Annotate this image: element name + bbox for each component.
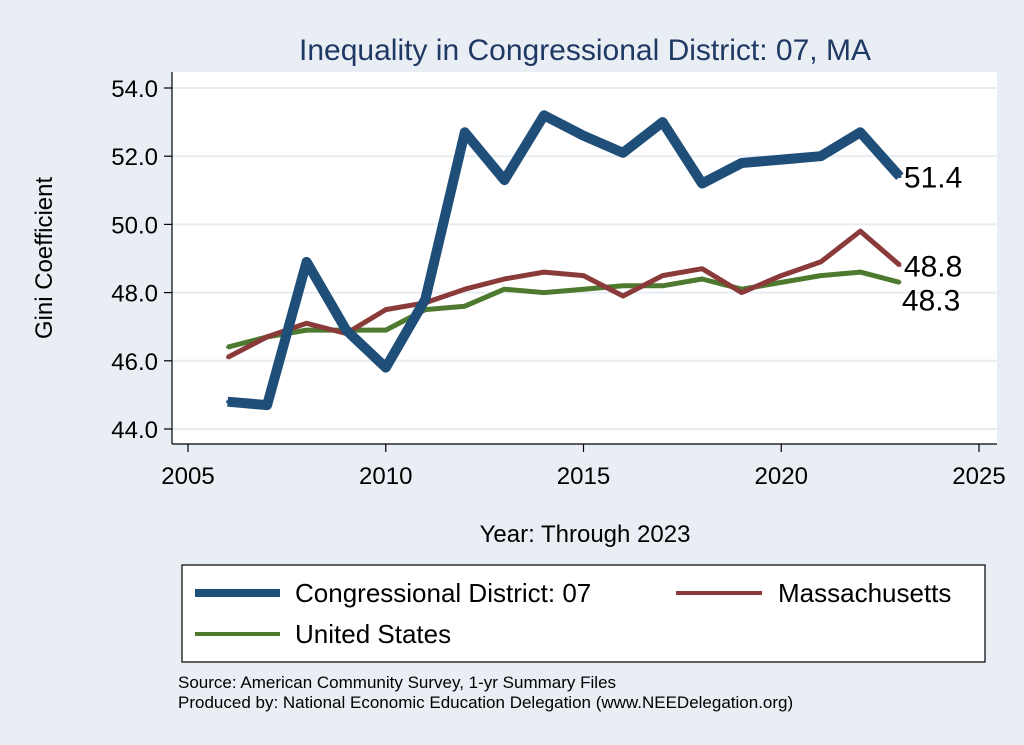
data-point-district <box>621 151 625 155</box>
end-label-united-states: 48.3 <box>902 284 960 317</box>
data-point-district <box>305 260 309 264</box>
y-tick-label: 50.0 <box>111 212 158 239</box>
x-axis-ticks: 2005 2010 2015 2020 2025 <box>161 444 1006 490</box>
data-point-district <box>423 297 427 301</box>
data-point-district <box>542 113 546 117</box>
end-label-massachusetts: 48.8 <box>904 250 962 283</box>
chart-title: Inequality in Congressional District: 07… <box>299 34 871 67</box>
data-point-massachusetts <box>621 294 625 298</box>
x-axis-title: Year: Through 2023 <box>480 521 691 548</box>
data-point-massachusetts <box>661 274 665 278</box>
gridlines <box>172 87 997 430</box>
data-point-district <box>740 161 744 165</box>
y-tick-label: 52.0 <box>111 144 158 171</box>
legend: Congressional District: 07 Massachusetts… <box>181 564 986 663</box>
data-point-united-states <box>582 287 585 291</box>
data-point-massachusetts <box>226 355 230 359</box>
source-note: Source: American Community Survey, 1-yr … <box>178 673 616 692</box>
data-point-massachusetts <box>463 287 467 291</box>
data-point-united-states <box>305 328 309 332</box>
data-point-district <box>661 120 665 124</box>
data-point-massachusetts <box>700 267 704 271</box>
legend-label-massachusetts: Massachusetts <box>778 578 951 608</box>
producer-note: Produced by: National Economic Education… <box>178 693 793 712</box>
data-point-district <box>463 130 467 134</box>
data-point-massachusetts <box>502 277 506 281</box>
data-point-massachusetts <box>858 229 862 233</box>
data-point-united-states <box>858 270 862 274</box>
data-point-massachusetts <box>384 308 388 312</box>
data-point-district <box>265 403 269 407</box>
legend-label-united-states: United States <box>295 619 451 649</box>
series-line-massachusetts <box>226 228 902 360</box>
data-point-massachusetts <box>898 263 902 267</box>
data-point-district <box>858 130 862 134</box>
y-tick-label: 48.0 <box>111 281 158 308</box>
data-point-united-states <box>502 287 506 291</box>
data-point-district <box>779 158 783 162</box>
y-tick-label: 46.0 <box>111 349 158 376</box>
x-tick-label: 2020 <box>755 463 808 490</box>
data-point-united-states <box>384 328 388 332</box>
data-point-united-states <box>661 284 665 288</box>
data-point-united-states <box>898 280 902 284</box>
data-point-massachusetts <box>305 321 309 325</box>
end-labels: 51.4 48.848.3 <box>902 162 962 318</box>
data-point-massachusetts <box>740 291 744 295</box>
data-point-united-states <box>819 274 823 278</box>
data-point-united-states <box>779 280 783 284</box>
y-axis-title: Gini Coefficient <box>31 177 58 340</box>
data-point-massachusetts <box>582 274 585 278</box>
data-point-district <box>344 328 348 332</box>
data-point-district <box>502 178 506 182</box>
data-point-massachusetts <box>542 270 546 274</box>
data-point-united-states <box>621 284 625 288</box>
y-axis-ticks: 44.0 46.0 48.0 50.0 52.0 54.0 <box>111 76 172 444</box>
data-point-united-states <box>463 304 467 308</box>
x-tick-label: 2005 <box>161 463 214 490</box>
end-label-district: 51.4 <box>904 162 962 195</box>
x-tick-label: 2015 <box>557 463 610 490</box>
data-point-united-states <box>542 291 546 295</box>
x-tick-label: 2025 <box>952 463 1005 490</box>
y-tick-label: 54.0 <box>111 76 158 103</box>
legend-label-district: Congressional District: 07 <box>295 578 591 608</box>
legend-box <box>181 564 986 663</box>
data-point-united-states <box>700 277 704 281</box>
data-point-district <box>700 181 704 185</box>
data-point-district <box>226 400 230 404</box>
plot-area <box>172 72 997 444</box>
data-point-united-states <box>226 345 230 349</box>
data-point-district <box>898 175 902 179</box>
data-point-massachusetts <box>819 260 823 264</box>
data-point-district <box>819 154 823 158</box>
data-point-massachusetts <box>265 335 269 339</box>
x-tick-label: 2010 <box>359 463 412 490</box>
series-line-district <box>227 110 904 411</box>
data-point-district <box>384 366 388 370</box>
data-point-massachusetts <box>779 274 783 278</box>
y-tick-label: 44.0 <box>111 417 158 444</box>
series-layer <box>226 110 904 411</box>
data-point-district <box>582 134 585 138</box>
